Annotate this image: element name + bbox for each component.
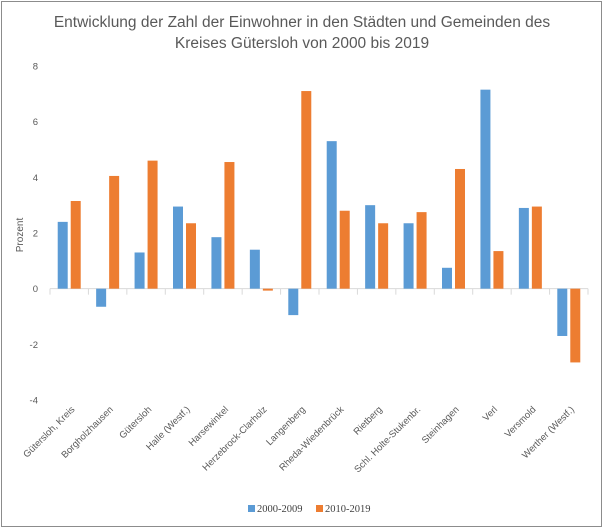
y-tick-label-0: -4 [30, 396, 38, 407]
bar-2010-2019-9 [416, 212, 427, 289]
x-tick-label-10: Steinhagen [420, 404, 462, 446]
legend-label-1: 2010-2019 [325, 504, 371, 515]
bar-2000-2009-11 [480, 89, 491, 289]
bar-2010-2019-8 [378, 223, 389, 289]
x-tick-label-7: Rheda-Wiedenbrück [277, 404, 346, 473]
bar-2000-2009-10 [442, 267, 452, 289]
x-tick-label-5: Herzebrock-Clarholz [200, 404, 269, 473]
y-tick-label-4: 4 [33, 173, 38, 184]
bar-2000-2009-2 [134, 252, 145, 289]
legend: 2000-2009 2010-2019 [248, 504, 371, 515]
category-separators [49, 288, 589, 295]
bar-2010-2019-0 [70, 200, 81, 289]
x-tick-label-12: Versmold [503, 404, 539, 440]
bar-2010-2019-3 [186, 223, 196, 289]
bar-2000-2009-8 [365, 205, 376, 289]
chart-title-line-1: Entwicklung der Zahl der Einwohner in de… [54, 14, 551, 31]
x-tick-label-11: Verl [481, 404, 500, 423]
legend-label-0: 2000-2009 [257, 504, 303, 515]
bar-2000-2009-12 [518, 207, 529, 289]
legend-swatch-0 [248, 505, 255, 512]
bar-2010-2019-7 [339, 210, 350, 289]
x-tick-label-8: Rietberg [352, 404, 385, 437]
y-tick-label-1: -2 [30, 340, 38, 351]
bar-2010-2019-11 [493, 251, 504, 289]
y-axis-label: Prozent [15, 218, 26, 253]
bar-2000-2009-9 [403, 223, 414, 289]
bars-group [57, 89, 581, 363]
chart-title-line-2: Kreises Gütersloh von 2000 bis 2019 [175, 35, 429, 52]
y-tick-label-2: 0 [33, 284, 38, 295]
bar-2000-2009-4 [211, 237, 222, 289]
bar-2000-2009-3 [173, 206, 183, 289]
bar-2000-2009-13 [557, 288, 568, 336]
y-tick-label-3: 2 [33, 229, 38, 240]
bar-2010-2019-5 [262, 288, 273, 291]
bar-2000-2009-5 [249, 249, 260, 289]
legend-swatch-1 [316, 505, 323, 512]
bar-2010-2019-6 [301, 91, 312, 289]
bar-2010-2019-2 [147, 160, 158, 289]
y-tick-label-5: 6 [33, 117, 38, 128]
bar-2010-2019-10 [455, 168, 465, 289]
bar-2000-2009-7 [326, 141, 337, 289]
bar-2010-2019-4 [224, 162, 235, 289]
y-tick-label-6: 8 [33, 62, 38, 73]
bar-2000-2009-0 [57, 221, 68, 289]
bar-2010-2019-1 [109, 175, 120, 289]
bar-2010-2019-12 [531, 206, 542, 289]
bar-2000-2009-6 [288, 288, 299, 316]
x-tick-label-2: Gütersloh [117, 404, 154, 441]
x-tick-label-9: Schl. Holte-Stukenbr. [352, 404, 423, 475]
bar-2000-2009-1 [96, 288, 107, 307]
bar-2010-2019-13 [570, 288, 581, 363]
